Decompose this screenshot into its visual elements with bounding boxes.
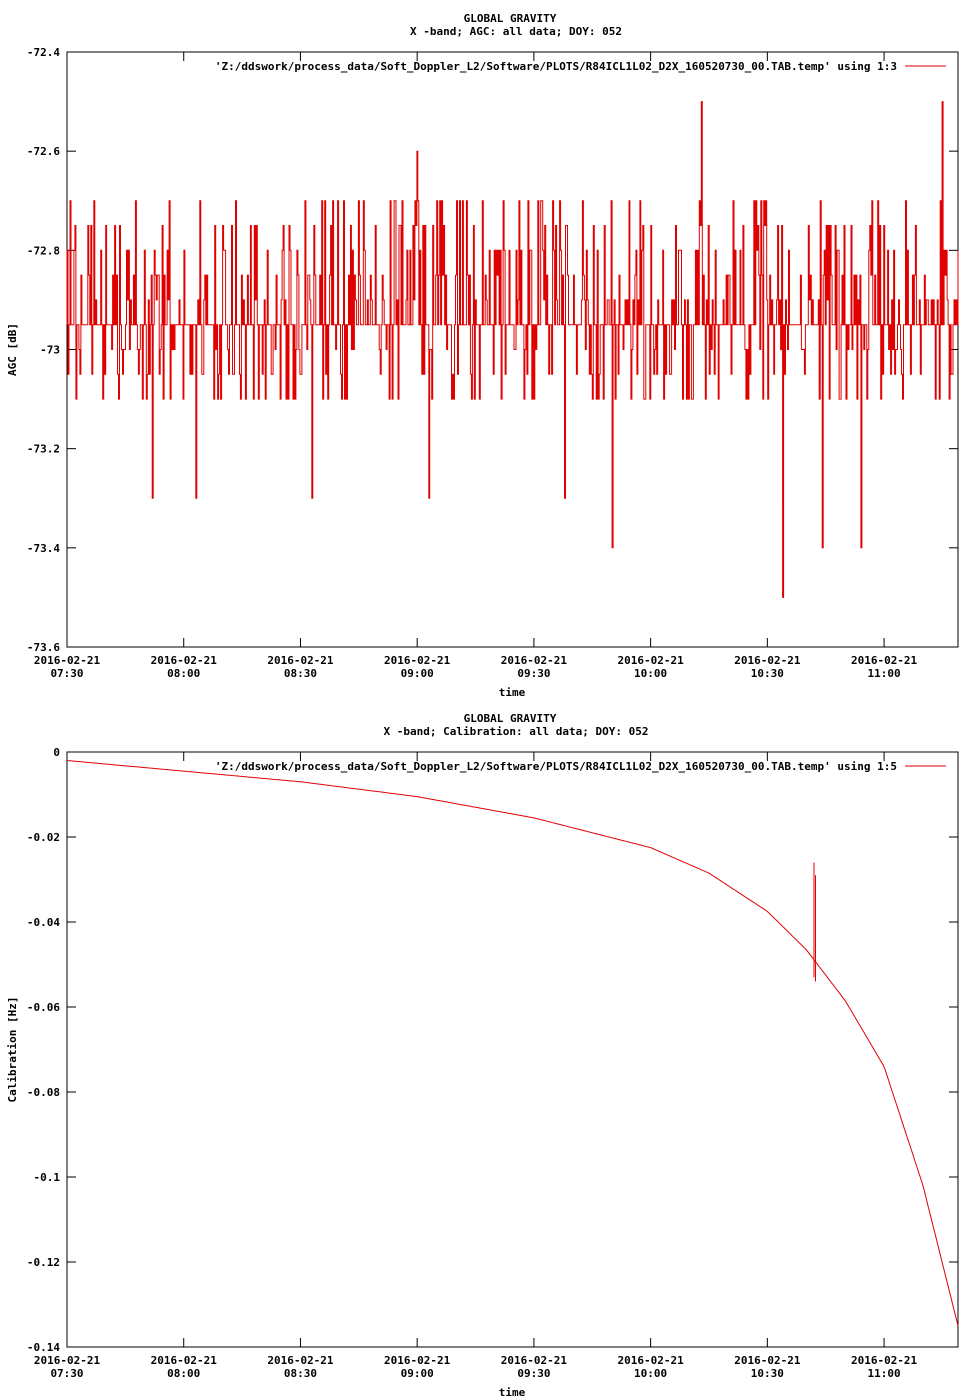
y-tick-label: -0.1: [34, 1171, 61, 1184]
y-tick-label: -0.14: [27, 1341, 60, 1354]
y-tick-label: -72.6: [27, 145, 60, 158]
x-tick-time-label: 08:30: [284, 1367, 317, 1380]
x-tick-date-label: 2016-02-21: [501, 1354, 568, 1367]
x-tick-time-label: 08:30: [284, 667, 317, 680]
series-line: [66, 760, 959, 1326]
x-tick-date-label: 2016-02-21: [618, 1354, 685, 1367]
y-tick-label: -0.08: [27, 1086, 60, 1099]
x-tick-date-label: 2016-02-21: [618, 654, 685, 667]
y-tick-label: -73.6: [27, 641, 60, 654]
x-tick-time-label: 09:00: [401, 1367, 434, 1380]
x-tick-date-label: 2016-02-21: [851, 654, 918, 667]
x-tick-date-label: 2016-02-21: [151, 1354, 218, 1367]
y-tick-label: -0.02: [27, 831, 60, 844]
x-axis-label: time: [499, 686, 526, 699]
x-tick-date-label: 2016-02-21: [384, 1354, 451, 1367]
series-line: [66, 101, 959, 598]
x-tick-time-label: 10:00: [634, 667, 667, 680]
x-tick-date-label: 2016-02-21: [267, 1354, 334, 1367]
x-tick-date-label: 2016-02-21: [501, 654, 568, 667]
x-tick-time-label: 10:30: [751, 1367, 784, 1380]
y-tick-label: -73: [40, 344, 60, 357]
chart-subtitle: X -band; AGC: all data; DOY: 052: [410, 25, 622, 38]
y-tick-label: -73.2: [27, 443, 60, 456]
x-tick-date-label: 2016-02-21: [734, 654, 801, 667]
x-tick-time-label: 09:00: [401, 667, 434, 680]
y-tick-label: 0: [53, 746, 60, 759]
plot-frame: [66, 51, 959, 648]
x-tick-date-label: 2016-02-21: [151, 654, 218, 667]
legend-entry-label: 'Z:/ddswork/process_data/Soft_Doppler_L2…: [215, 760, 897, 773]
x-tick-date-label: 2016-02-21: [734, 1354, 801, 1367]
y-tick-label: -0.04: [27, 916, 60, 929]
x-tick-time-label: 07:30: [50, 667, 83, 680]
x-axis-label: time: [499, 1386, 526, 1399]
x-tick-time-label: 10:00: [634, 1367, 667, 1380]
x-tick-date-label: 2016-02-21: [384, 654, 451, 667]
chart-subtitle: X -band; Calibration: all data; DOY: 052: [384, 725, 649, 738]
x-tick-time-label: 09:30: [517, 1367, 550, 1380]
chart-title: GLOBAL GRAVITY: [464, 712, 557, 725]
x-tick-date-label: 2016-02-21: [267, 654, 334, 667]
x-tick-time-label: 07:30: [50, 1367, 83, 1380]
x-tick-time-label: 11:00: [868, 667, 901, 680]
legend-entry-label: 'Z:/ddswork/process_data/Soft_Doppler_L2…: [215, 60, 897, 73]
y-tick-label: -0.12: [27, 1256, 60, 1269]
x-tick-date-label: 2016-02-21: [34, 654, 101, 667]
x-tick-time-label: 09:30: [517, 667, 550, 680]
x-tick-time-label: 11:00: [868, 1367, 901, 1380]
y-tick-label: -72.4: [27, 46, 60, 59]
y-tick-label: -0.06: [27, 1001, 60, 1014]
y-axis-label: Calibration [Hz]: [6, 997, 19, 1103]
chart-title: GLOBAL GRAVITY: [464, 12, 557, 25]
x-tick-date-label: 2016-02-21: [851, 1354, 918, 1367]
x-tick-time-label: 08:00: [167, 1367, 200, 1380]
x-tick-time-label: 08:00: [167, 667, 200, 680]
y-tick-label: -73.4: [27, 542, 60, 555]
y-axis-label: AGC [dB]: [6, 323, 19, 376]
x-tick-date-label: 2016-02-21: [34, 1354, 101, 1367]
x-tick-time-label: 10:30: [751, 667, 784, 680]
plot-frame: [66, 751, 959, 1348]
y-tick-label: -72.8: [27, 244, 60, 257]
